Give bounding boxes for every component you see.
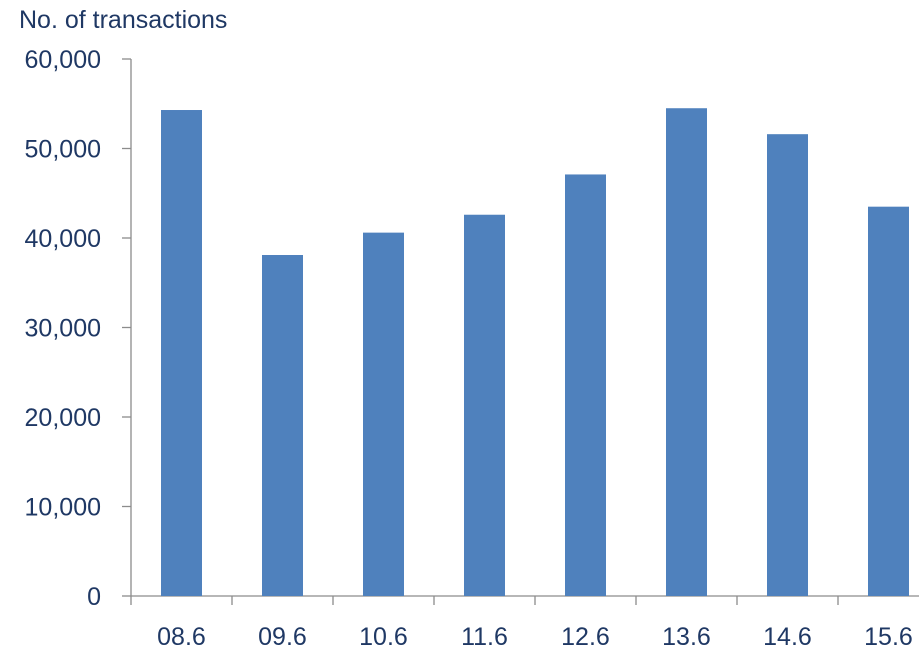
- y-tick-label: 50,000: [25, 136, 101, 164]
- bar: [767, 134, 808, 596]
- y-tick-label: 60,000: [25, 46, 101, 74]
- bars: [161, 108, 909, 597]
- y-axis: 0 10,000 20,000 30,000 40,000 50,000 60,000: [25, 46, 132, 611]
- x-tick-label: 14.6: [763, 623, 812, 651]
- x-tick-label: 13.6: [662, 623, 711, 651]
- y-tick-label: 10,000: [25, 494, 101, 522]
- bar: [161, 110, 202, 596]
- x-tick-label: 10.6: [359, 623, 408, 651]
- y-axis-title: No. of transactions: [19, 6, 228, 34]
- y-tick-label: 20,000: [25, 404, 101, 432]
- bar: [464, 214, 505, 597]
- x-tick-label: 15.6: [864, 623, 913, 651]
- bar: [262, 255, 303, 596]
- bar: [565, 174, 606, 596]
- x-axis: 08.6 09.6 10.6 11.6 12.6 13.6 14.6 15.6: [130, 595, 919, 651]
- x-tick-label: 08.6: [157, 623, 206, 651]
- y-tick-label: 0: [87, 583, 101, 611]
- y-tick-label: 30,000: [25, 315, 101, 343]
- x-tick-label: 12.6: [561, 623, 610, 651]
- bar: [363, 232, 404, 596]
- bar: [868, 206, 909, 597]
- y-tick-label: 40,000: [25, 225, 101, 253]
- x-tick-label: 11.6: [461, 623, 508, 651]
- bar: [666, 108, 707, 596]
- x-tick-label: 09.6: [258, 623, 307, 651]
